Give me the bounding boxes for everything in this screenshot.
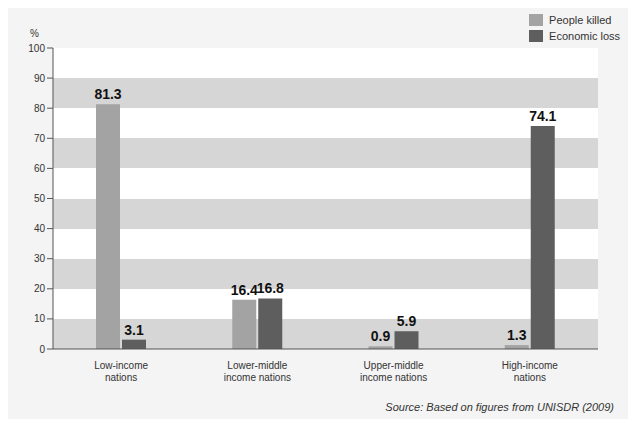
svg-text:100: 100 [28,43,45,54]
svg-text:1.3: 1.3 [507,327,527,343]
svg-text:16.8: 16.8 [257,280,284,296]
svg-text:5.9: 5.9 [397,313,417,329]
svg-text:High-incomenations: High-incomenations [502,360,559,383]
svg-text:10: 10 [34,313,46,324]
svg-text:70: 70 [34,133,46,144]
svg-text:60: 60 [34,163,46,174]
svg-text:3.1: 3.1 [124,322,144,338]
html-text:Source: Based on figures from: Source: Based on figures from UNISDR (20… [385,401,614,413]
svg-text:Low-incomenations: Low-incomenations [94,360,148,383]
svg-text:16.4: 16.4 [231,282,258,298]
svg-text:0: 0 [39,344,45,355]
svg-text:40: 40 [34,223,46,234]
svg-text:Lower-middleincome nations: Lower-middleincome nations [224,360,291,383]
svg-text:80: 80 [34,103,46,114]
svg-text:81.3: 81.3 [94,86,121,102]
svg-text:74.1: 74.1 [529,108,556,124]
svg-text:90: 90 [34,73,46,84]
html-text:Economic loss: Economic loss [549,30,620,42]
svg-text:0.9: 0.9 [371,328,391,344]
html-text:People killed: People killed [549,14,612,26]
svg-text:Upper-middleincome nations: Upper-middleincome nations [360,360,427,383]
svg-text:30: 30 [34,253,46,264]
svg-text:20: 20 [34,283,46,294]
svg-text:50: 50 [34,193,46,204]
